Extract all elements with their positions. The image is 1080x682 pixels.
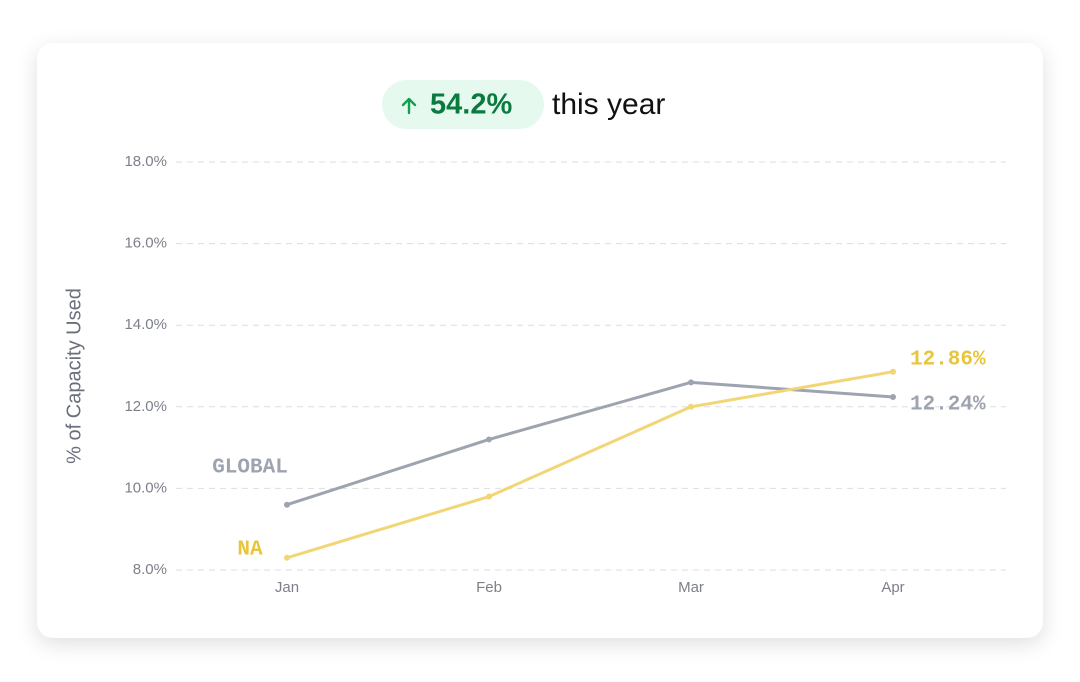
point	[688, 403, 694, 410]
series-line	[286, 380, 894, 507]
y-tick-label: 16.0%	[124, 235, 167, 252]
point	[284, 554, 290, 561]
badge-suffix: this year	[552, 88, 665, 121]
x-tick-label: Jan	[275, 579, 299, 596]
value-label: 12.86%	[910, 348, 986, 371]
point	[284, 501, 290, 508]
up-arrow	[401, 97, 417, 115]
y-tick-label: 8.0%	[133, 561, 167, 578]
x-tick-label: Apr	[881, 579, 904, 596]
value-label: 12.24%	[910, 394, 986, 417]
y-tick-label: 12.0%	[124, 398, 167, 415]
point	[890, 394, 896, 401]
badge-value: 54.2%	[430, 89, 512, 121]
y-axis-title: % of Capacity Used	[63, 288, 85, 464]
point	[486, 436, 492, 443]
badge	[382, 80, 544, 129]
series-line	[286, 370, 894, 560]
x-tick-label: Mar	[678, 579, 704, 596]
y-tick-label: 14.0%	[124, 316, 167, 333]
series-label: GLOBAL	[212, 456, 288, 479]
point	[890, 368, 896, 375]
series-label: NA	[237, 538, 263, 561]
y-tick-label: 10.0%	[124, 479, 167, 496]
y-tick-label: 18.0%	[124, 153, 167, 170]
point	[688, 379, 694, 386]
card	[37, 43, 1043, 638]
x-tick-label: Feb	[476, 579, 502, 596]
point	[486, 493, 492, 500]
